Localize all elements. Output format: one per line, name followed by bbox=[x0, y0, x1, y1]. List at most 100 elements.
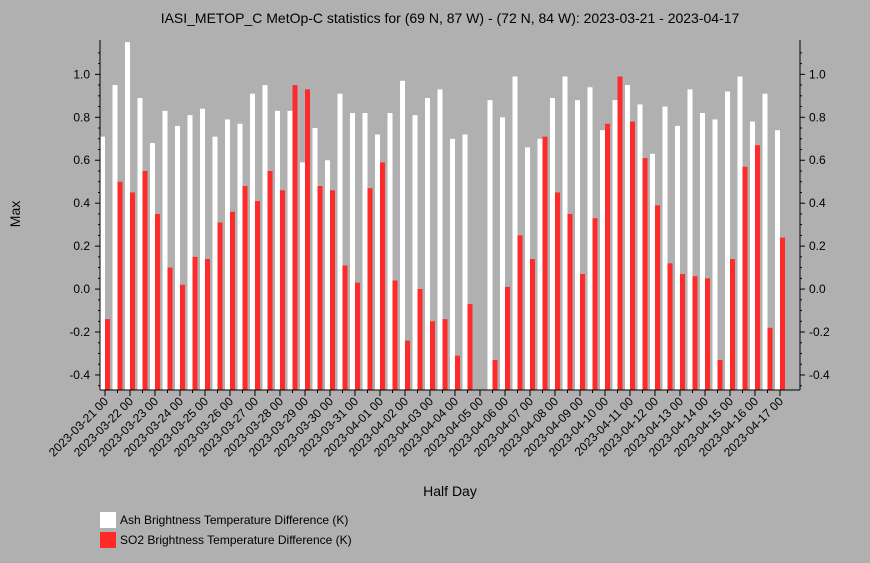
bar-so2 bbox=[492, 359, 498, 390]
bar-ash bbox=[762, 93, 768, 391]
bar-ash bbox=[312, 128, 318, 390]
chart-title: IASI_METOP_C MetOp-C statistics for (69 … bbox=[161, 10, 740, 26]
y-tick-label-left: 0.6 bbox=[73, 153, 90, 167]
bar-ash bbox=[725, 91, 730, 390]
bar-ash bbox=[250, 93, 255, 391]
bar-ash bbox=[100, 136, 105, 390]
bar-ash bbox=[425, 97, 430, 390]
bar-so2 bbox=[255, 201, 260, 390]
bar-so2 bbox=[242, 186, 248, 390]
bar-so2 bbox=[355, 282, 360, 390]
legend-swatch-so2 bbox=[100, 532, 116, 548]
y-tick-label-right: 0.8 bbox=[809, 110, 826, 124]
bar-so2 bbox=[180, 284, 185, 390]
bar-ash bbox=[712, 119, 718, 391]
bar-ash bbox=[587, 87, 593, 391]
bar-ash bbox=[375, 134, 380, 390]
bar-so2 bbox=[317, 186, 323, 390]
bar-so2 bbox=[505, 286, 510, 390]
bar-so2 bbox=[517, 235, 523, 390]
bar-so2 bbox=[142, 170, 148, 390]
plot-area bbox=[100, 42, 785, 391]
x-axis-label: Half Day bbox=[423, 483, 477, 499]
bar-so2 bbox=[430, 321, 435, 390]
bar-ash bbox=[387, 113, 393, 390]
bar-so2 bbox=[780, 237, 785, 390]
bar-so2 bbox=[117, 181, 123, 390]
legend-label-so2: SO2 Brightness Temperature Difference (K… bbox=[120, 533, 352, 547]
bar-ash bbox=[125, 42, 130, 390]
bar-so2 bbox=[417, 289, 423, 390]
bar-ash bbox=[337, 93, 343, 391]
bar-so2 bbox=[155, 213, 160, 390]
bar-ash bbox=[225, 119, 230, 391]
bar-ash bbox=[187, 115, 193, 390]
bar-ash bbox=[612, 100, 618, 391]
bar-ash bbox=[275, 110, 280, 391]
bar-so2 bbox=[530, 259, 535, 390]
bar-ash bbox=[262, 85, 268, 390]
legend-label-ash: Ash Brightness Temperature Difference (K… bbox=[120, 513, 348, 527]
bar-so2 bbox=[130, 192, 135, 390]
bar-ash bbox=[625, 85, 630, 390]
bar-ash bbox=[212, 136, 218, 390]
legend-swatch-ash bbox=[100, 512, 116, 528]
bar-ash bbox=[325, 160, 330, 390]
y-tick-label-right: 0.6 bbox=[809, 153, 826, 167]
bar-so2 bbox=[617, 76, 623, 391]
bar-ash bbox=[525, 147, 530, 390]
bar-ash bbox=[287, 110, 293, 391]
bar-ash bbox=[562, 76, 568, 391]
bar-ash bbox=[412, 115, 418, 390]
bar-so2 bbox=[567, 213, 573, 390]
bar-so2 bbox=[455, 355, 460, 390]
bar-so2 bbox=[167, 267, 173, 390]
bar-ash bbox=[600, 130, 605, 390]
bar-so2 bbox=[105, 319, 110, 390]
bar-ash bbox=[112, 85, 118, 390]
bar-so2 bbox=[605, 123, 610, 390]
bar-ash bbox=[237, 123, 243, 390]
bar-ash bbox=[437, 89, 443, 390]
bar-ash bbox=[462, 134, 468, 390]
y-tick-label-left: 1.0 bbox=[73, 67, 90, 81]
y-tick-label-right: 0.4 bbox=[809, 196, 826, 210]
bar-so2 bbox=[192, 256, 198, 390]
bar-so2 bbox=[580, 274, 585, 390]
axes: -0.4 -0.4 -0.2 -0.2 0.0 0.0 0.2 0.2 0.4 0.4 0.6 0.6… bbox=[46, 40, 830, 459]
bar-ash bbox=[175, 125, 180, 390]
bar-so2 bbox=[680, 274, 685, 390]
bar-ash bbox=[487, 100, 493, 391]
bar-so2 bbox=[592, 218, 598, 390]
bar-so2 bbox=[667, 263, 673, 390]
bar-ash bbox=[350, 113, 355, 390]
bar-so2 bbox=[342, 265, 348, 390]
y-tick-label-left: -0.2 bbox=[69, 325, 90, 339]
bar-ash bbox=[700, 113, 705, 390]
bar-ash bbox=[637, 104, 643, 390]
bar-ash bbox=[550, 97, 555, 390]
y-tick-label-left: -0.4 bbox=[69, 368, 90, 382]
bar-ash bbox=[200, 108, 205, 390]
bar-ash bbox=[687, 89, 693, 390]
bar-so2 bbox=[230, 211, 235, 390]
y-tick-label-left: 0.2 bbox=[73, 239, 90, 253]
bar-so2 bbox=[642, 158, 648, 390]
bar-so2 bbox=[392, 280, 398, 390]
y-axis-label: Max bbox=[7, 201, 23, 227]
bar-so2 bbox=[267, 170, 273, 390]
bar-ash bbox=[512, 76, 518, 391]
bar-so2 bbox=[380, 162, 385, 390]
bar-ash bbox=[500, 117, 505, 391]
y-tick-label-right: 1.0 bbox=[809, 67, 826, 81]
bar-so2 bbox=[692, 276, 698, 390]
bar-so2 bbox=[555, 192, 560, 390]
bar-ash bbox=[650, 153, 655, 390]
bar-ash bbox=[775, 130, 780, 390]
bar-ash bbox=[300, 162, 305, 390]
bar-ash bbox=[737, 76, 743, 391]
y-tick-label-left: 0.0 bbox=[73, 282, 90, 296]
bar-so2 bbox=[367, 188, 373, 390]
bar-ash bbox=[150, 143, 155, 390]
